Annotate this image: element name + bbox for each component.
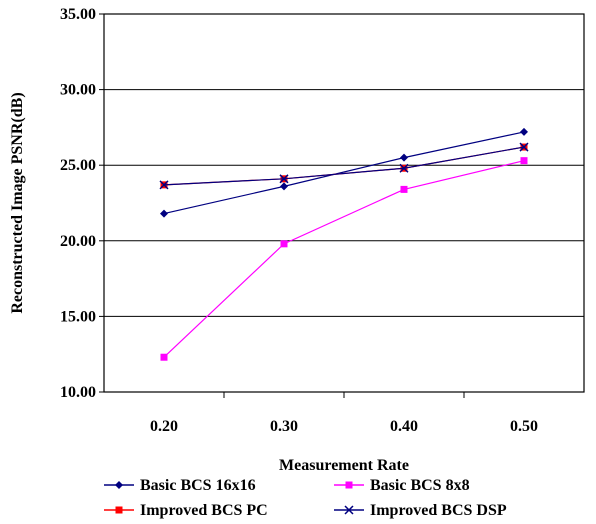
series-layer [159,127,529,361]
y-axis-title: Reconstructed Image PSNR(dB) [9,92,26,313]
x-tick-label: 0.20 [150,418,178,435]
data-point [160,353,168,361]
data-point [279,174,289,184]
legend-label: Basic BCS 16x16 [140,477,256,494]
legend-label: Improved BCS DSP [370,502,507,519]
x-axis-title: Measurement Rate [279,457,409,474]
data-point [520,127,528,136]
data-point [400,153,408,162]
legend-entry: Improved BCS PC [104,502,268,519]
y-tick-label: 10.00 [60,384,96,401]
data-point [280,240,288,248]
x-tick-label: 0.30 [270,418,298,435]
data-point [519,142,529,152]
y-tick-label: 35.00 [60,6,96,23]
legend-marker [115,506,123,514]
series-2 [160,157,528,361]
y-tick-label: 20.00 [60,233,96,250]
legend-marker [115,481,123,489]
data-point [160,209,168,218]
x-tick-label: 0.40 [390,418,418,435]
legend-entry: Basic BCS 8x8 [334,477,470,494]
series-line [163,146,525,186]
x-tick-label: 0.50 [510,418,538,435]
series-line [163,146,525,186]
series-1 [160,127,528,218]
data-point [520,157,528,165]
legend-label: Improved BCS PC [140,502,268,519]
plot-area [103,13,585,393]
data-point [159,180,169,190]
legend-entry: Basic BCS 16x16 [104,477,256,494]
y-axis: 10.00 15.00 20.00 25.00 30.00 35.00 [60,6,104,401]
x-axis: 0.20 0.30 0.40 0.50 [150,392,538,435]
legend-label: Basic BCS 8x8 [370,477,470,494]
data-point [400,185,408,193]
y-tick-label: 15.00 [60,308,96,325]
legend-marker [344,505,354,515]
legend: Basic BCS 16x16 Basic BCS 8x8 Improved BCS… [104,477,507,519]
series-line [163,160,525,358]
data-point [280,182,288,191]
legend-entry: Improved BCS DSP [334,502,507,519]
series-3 [160,143,528,189]
series-line [163,131,525,215]
series-4 [159,142,529,190]
y-tick-label: 25.00 [60,157,96,174]
grid-lines [104,89,584,317]
legend-marker [345,481,353,489]
y-tick-label: 30.00 [60,82,96,99]
data-point [399,163,409,173]
